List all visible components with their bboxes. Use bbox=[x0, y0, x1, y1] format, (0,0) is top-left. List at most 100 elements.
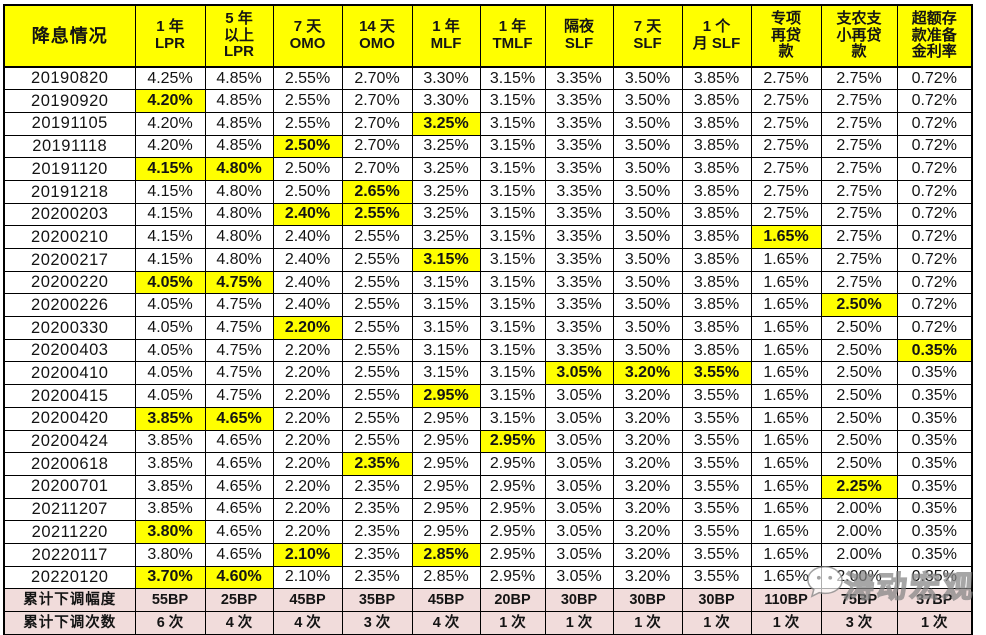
rate-cell: 4.80% bbox=[204, 202, 274, 227]
rate-cell: 1.65% bbox=[750, 520, 822, 544]
rate-cell: 2.55% bbox=[272, 111, 343, 136]
date-cell: 20200226 bbox=[3, 293, 136, 318]
rate-cell: 4.85% bbox=[204, 134, 274, 159]
column-header-agri-sme-relending: 支农支 小再贷 款 bbox=[820, 4, 898, 68]
date-cell: 20191105 bbox=[3, 111, 136, 136]
rate-cell: 2.75% bbox=[820, 248, 898, 272]
rate-cell: 2.50% bbox=[820, 316, 898, 340]
rate-cell: 3.15% bbox=[479, 406, 546, 431]
table-row: 20191218 4.15% 4.80% 2.50% 2.65% 3.25% 3.15% 3.… bbox=[3, 179, 973, 204]
rate-cell: 2.55% bbox=[272, 89, 343, 113]
rate-cell: 3.35% bbox=[544, 134, 614, 159]
rate-cell: 3.30% bbox=[411, 89, 481, 113]
rate-cell: 3.20% bbox=[612, 474, 683, 499]
rate-cell: 2.40% bbox=[272, 293, 343, 318]
rate-cell: 4.65% bbox=[204, 429, 274, 454]
rate-cell: 4.20% bbox=[134, 111, 206, 136]
rate-cell: 3.85% bbox=[681, 202, 752, 227]
table-row: 20220117 3.80% 4.65% 2.10% 2.35% 2.85% 2.95% 3.… bbox=[3, 542, 973, 567]
rate-cell: 2.75% bbox=[820, 89, 898, 113]
rate-cell: 2.50% bbox=[272, 134, 343, 159]
rate-cell: 3.85% bbox=[134, 474, 206, 499]
rate-cell: 3.05% bbox=[544, 542, 614, 567]
rate-cell: 0.35% bbox=[896, 384, 973, 408]
rate-cell: 3.15% bbox=[479, 157, 546, 181]
rate-cell: 2.75% bbox=[820, 66, 898, 91]
rate-cell: 3.15% bbox=[479, 89, 546, 113]
rate-cell: 3.85% bbox=[681, 270, 752, 295]
rate-cell: 2.50% bbox=[820, 293, 898, 318]
rate-cell: 1.65% bbox=[750, 429, 822, 454]
rate-cell: 2.50% bbox=[820, 452, 898, 476]
rate-cell: 2.40% bbox=[272, 225, 343, 249]
summary-cell: 4 次 bbox=[272, 611, 343, 635]
rate-cell: 1.65% bbox=[750, 361, 822, 386]
rate-cell: 3.15% bbox=[479, 179, 546, 204]
rate-cell: 1.65% bbox=[750, 293, 822, 318]
rate-cell: 3.15% bbox=[411, 293, 481, 318]
rate-cell: 2.95% bbox=[411, 384, 481, 408]
rate-cell: 2.00% bbox=[820, 565, 898, 590]
rate-cell: 2.50% bbox=[820, 429, 898, 454]
date-cell: 20191218 bbox=[3, 179, 136, 204]
rate-cell: 4.05% bbox=[134, 316, 206, 340]
summary-cell: 6 次 bbox=[134, 611, 206, 635]
rate-cell: 2.20% bbox=[272, 316, 343, 340]
column-header-lpr-1y: 1 年 LPR bbox=[134, 4, 206, 68]
rate-cell: 3.35% bbox=[544, 338, 614, 363]
rate-cell: 4.65% bbox=[204, 474, 274, 499]
rate-cell: 0.35% bbox=[896, 406, 973, 431]
rate-cell: 2.55% bbox=[341, 316, 413, 340]
rate-cell: 4.75% bbox=[204, 338, 274, 363]
rate-cell: 3.55% bbox=[681, 384, 752, 408]
column-header-slf-7d: 7 天 SLF bbox=[612, 4, 683, 68]
table-row: 20200618 3.85% 4.65% 2.20% 2.35% 2.95% 2.95% 3.… bbox=[3, 452, 973, 476]
rate-cell: 3.30% bbox=[411, 66, 481, 91]
rate-cell: 0.35% bbox=[896, 338, 973, 363]
rate-cell: 2.35% bbox=[341, 497, 413, 522]
rate-cell: 0.72% bbox=[896, 316, 973, 340]
date-cell: 20200210 bbox=[3, 225, 136, 249]
table-row: 20211220 3.80% 4.65% 2.20% 2.35% 2.95% 2.95% 3.… bbox=[3, 520, 973, 544]
rate-cell: 2.20% bbox=[272, 452, 343, 476]
rate-cell: 2.50% bbox=[820, 384, 898, 408]
table-row: 20191105 4.20% 4.85% 2.55% 2.70% 3.25% 3.15% 3.… bbox=[3, 111, 973, 136]
rate-cell: 2.75% bbox=[820, 225, 898, 249]
rate-cell: 3.85% bbox=[134, 406, 206, 431]
rate-cell: 2.95% bbox=[411, 406, 481, 431]
rate-cell: 3.85% bbox=[681, 111, 752, 136]
rate-cell: 3.85% bbox=[681, 134, 752, 159]
summary-row: 累计下调幅度 55BP 25BP 45BP 35BP 45BP 20BP 30BP 30BP 30… bbox=[3, 588, 973, 613]
column-header-mlf-1y: 1 年 MLF bbox=[411, 4, 481, 68]
rate-cell: 4.15% bbox=[134, 157, 206, 181]
rate-cell: 4.80% bbox=[204, 179, 274, 204]
rate-cell: 1.65% bbox=[750, 497, 822, 522]
rate-cell: 2.75% bbox=[750, 66, 822, 91]
rate-cell: 3.50% bbox=[612, 293, 683, 318]
summary-cell: 25BP bbox=[204, 588, 274, 613]
rate-cell: 3.55% bbox=[681, 520, 752, 544]
rate-cell: 4.15% bbox=[134, 248, 206, 272]
table-row: 20190820 4.25% 4.85% 2.55% 2.70% 3.30% 3.15% 3.… bbox=[3, 66, 973, 91]
rate-cell: 4.15% bbox=[134, 225, 206, 249]
rate-cell: 3.50% bbox=[612, 157, 683, 181]
table-row: 20220120 3.70% 4.60% 2.10% 2.35% 2.85% 2.95% 3.… bbox=[3, 565, 973, 590]
table-row: 20200701 3.85% 4.65% 2.20% 2.35% 2.95% 2.95% 3.… bbox=[3, 474, 973, 499]
rate-cell: 3.15% bbox=[479, 338, 546, 363]
column-header-lpr-5y: 5 年 以上 LPR bbox=[204, 4, 274, 68]
rate-cell: 3.85% bbox=[134, 452, 206, 476]
rate-cell: 2.85% bbox=[411, 565, 481, 590]
rate-cell: 3.50% bbox=[612, 248, 683, 272]
rate-cell: 3.35% bbox=[544, 270, 614, 295]
rate-cell: 3.85% bbox=[681, 66, 752, 91]
rate-cut-table: 降息情况 1 年 LPR 5 年 以上 LPR 7 天 OMO 14 天 OMO 1 年… bbox=[3, 4, 973, 635]
date-cell: 20200410 bbox=[3, 361, 136, 386]
rate-cell: 2.35% bbox=[341, 474, 413, 499]
rate-cell: 3.50% bbox=[612, 202, 683, 227]
column-header-omo-14d: 14 天 OMO bbox=[341, 4, 413, 68]
summary-cell: 3 次 bbox=[341, 611, 413, 635]
date-cell: 20200424 bbox=[3, 429, 136, 454]
rate-cell: 3.15% bbox=[411, 361, 481, 386]
rate-cell: 2.75% bbox=[750, 134, 822, 159]
rate-cell: 3.55% bbox=[681, 474, 752, 499]
